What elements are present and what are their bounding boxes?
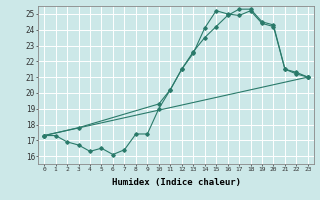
X-axis label: Humidex (Indice chaleur): Humidex (Indice chaleur) <box>111 178 241 187</box>
